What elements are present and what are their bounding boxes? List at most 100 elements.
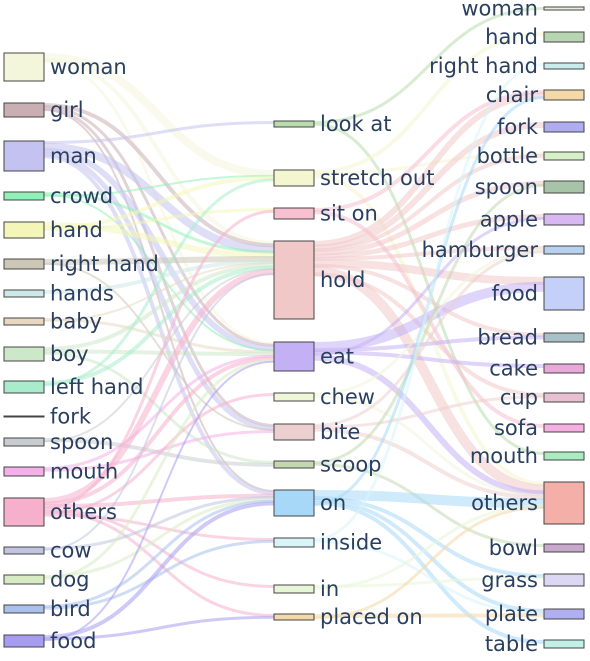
source-label: bird: [50, 597, 91, 621]
flow-link-verb-target: [313, 214, 545, 259]
target-node: [543, 245, 585, 255]
target-node: [543, 481, 585, 525]
verb-label: inside: [320, 531, 382, 555]
target-node: [543, 392, 585, 403]
flow-link-source-verb: [43, 268, 275, 443]
source-node: [3, 346, 45, 362]
source-label: mouth: [50, 460, 118, 484]
verb-node: [273, 423, 315, 441]
verb-label: chew: [320, 385, 375, 409]
source-label: dog: [50, 568, 90, 592]
source-label: food: [50, 629, 96, 653]
flow-link-verb-target: [313, 490, 545, 509]
target-label: sofa: [494, 416, 538, 440]
flow-link-source-verb: [43, 105, 275, 347]
target-label: fork: [497, 115, 539, 139]
source-label: girl: [50, 98, 84, 122]
flow-link-source-verb: [43, 121, 275, 144]
flow-link-source-verb: [43, 259, 275, 294]
source-node: [3, 437, 45, 447]
flow-link-verb-target: [313, 181, 545, 256]
flow-link-source-verb: [43, 209, 275, 510]
target-node: [543, 6, 585, 11]
source-node: [3, 52, 45, 82]
source-label: woman: [50, 55, 127, 79]
flow-link-source-verb: [43, 262, 275, 431]
target-node: [543, 451, 585, 461]
target-label: chair: [486, 83, 539, 107]
target-node: [543, 363, 585, 374]
flow-link-verb-target: [313, 153, 545, 253]
flow-link-verb-target: [313, 250, 545, 427]
flow-link-source-verb: [43, 256, 275, 265]
target-node: [543, 89, 585, 101]
flow-link-verb-target: [313, 500, 545, 644]
flow-link-verb-target: [313, 122, 545, 251]
target-label: cake: [489, 357, 538, 381]
source-label: boy: [50, 342, 89, 366]
verb-node: [273, 537, 315, 548]
source-label: baby: [50, 310, 102, 334]
source-node: [3, 466, 45, 477]
flow-link-source-verb: [43, 615, 275, 641]
verb-label: in: [320, 577, 339, 601]
verb-label: hold: [320, 268, 365, 292]
source-label: hand: [50, 218, 103, 242]
flow-link-source-verb: [43, 193, 275, 352]
target-label: hamburger: [422, 238, 539, 262]
flow-link-source-verb: [43, 349, 275, 357]
source-label: others: [50, 500, 117, 524]
flow-link-verb-target: [313, 272, 545, 397]
flow-link-verb-target: [313, 427, 545, 500]
flow-link-source-verb: [43, 360, 275, 642]
flow-link-source-verb: [43, 269, 275, 504]
flow-links: [43, 7, 545, 644]
flow-link-verb-target: [313, 496, 545, 578]
flow-link-verb-target: [313, 92, 545, 247]
verb-node: [273, 392, 315, 402]
node-labels: woman girl man crowd hand right hand hands baby…: [50, 0, 539, 656]
verb-label: scoop: [320, 453, 382, 477]
target-label: woman: [461, 0, 538, 21]
target-label: cup: [500, 386, 538, 410]
source-node: [3, 546, 45, 555]
source-node: [3, 191, 45, 201]
flow-link-verb-target: [313, 184, 545, 464]
target-node: [543, 423, 585, 433]
target-node: [543, 543, 585, 553]
flow-link-source-verb: [43, 272, 275, 551]
flow-link-source-verb: [43, 265, 275, 385]
target-label: right hand: [429, 54, 538, 78]
flow-link-source-verb: [43, 142, 275, 254]
flow-link-verb-target: [313, 63, 545, 541]
flow-link-verb-target: [313, 354, 545, 497]
source-node: [3, 289, 45, 298]
target-node: [543, 573, 585, 587]
flow-link-verb-target: [313, 394, 545, 497]
verb-label: placed on: [320, 605, 423, 629]
verb-label: bite: [320, 420, 360, 444]
source-label: crowd: [50, 184, 113, 208]
flow-link-verb-target: [313, 539, 545, 615]
verb-label: look at: [320, 112, 391, 136]
flow-link-source-verb: [43, 318, 275, 354]
verb-label: sit on: [320, 202, 378, 226]
target-node: [543, 31, 585, 43]
verb-node: [273, 240, 315, 320]
source-node: [3, 634, 45, 648]
target-node: [543, 332, 585, 343]
target-node: [543, 151, 585, 161]
flow-link-source-verb: [43, 501, 275, 639]
flow-link-verb-target: [313, 613, 545, 618]
verb-node: [273, 169, 315, 187]
flow-link-verb-target: [313, 152, 545, 176]
source-label: man: [50, 144, 97, 168]
target-label: bowl: [489, 536, 538, 560]
flow-link-source-verb: [43, 539, 275, 610]
verb-node: [273, 584, 315, 594]
source-label: cow: [50, 539, 92, 563]
source-label: fork: [50, 405, 92, 429]
source-node: [3, 258, 45, 270]
